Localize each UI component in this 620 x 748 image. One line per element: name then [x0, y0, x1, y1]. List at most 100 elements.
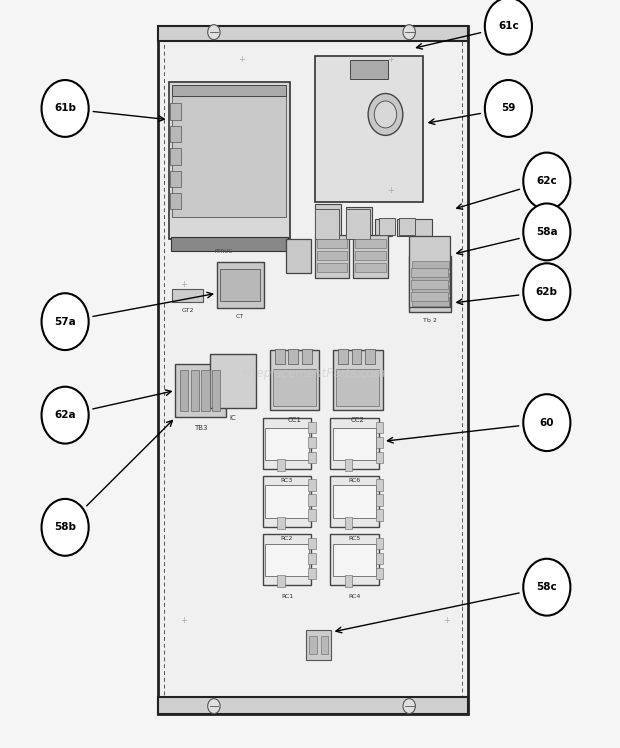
- Bar: [411, 280, 448, 289]
- Bar: [277, 517, 285, 529]
- Circle shape: [403, 25, 415, 40]
- Bar: [170, 171, 181, 187]
- Bar: [376, 479, 383, 491]
- Bar: [308, 553, 316, 564]
- Circle shape: [374, 101, 397, 128]
- Bar: [330, 418, 379, 469]
- Bar: [315, 56, 423, 202]
- Bar: [375, 219, 392, 236]
- Bar: [164, 34, 462, 707]
- Bar: [317, 251, 347, 260]
- Text: RC6: RC6: [348, 478, 361, 483]
- Bar: [273, 369, 316, 406]
- Bar: [170, 148, 181, 165]
- Bar: [346, 209, 370, 239]
- Text: 57a: 57a: [54, 316, 76, 327]
- Text: +: +: [387, 186, 394, 195]
- Bar: [170, 126, 181, 142]
- Bar: [345, 459, 352, 471]
- Bar: [336, 369, 379, 406]
- Bar: [412, 261, 449, 270]
- Bar: [309, 636, 317, 654]
- Text: RC3: RC3: [281, 478, 293, 483]
- Bar: [376, 422, 383, 433]
- Text: 62b: 62b: [536, 286, 558, 297]
- Bar: [350, 60, 388, 79]
- Text: eReplacementParts.com: eReplacementParts.com: [241, 367, 385, 381]
- Bar: [306, 630, 331, 660]
- Circle shape: [523, 559, 570, 616]
- Bar: [302, 349, 312, 364]
- Bar: [180, 370, 188, 411]
- Text: +: +: [387, 55, 394, 64]
- Bar: [277, 459, 285, 471]
- Bar: [308, 452, 316, 463]
- Text: RC1: RC1: [281, 594, 293, 599]
- Bar: [191, 370, 199, 411]
- Bar: [376, 437, 383, 448]
- Text: +: +: [180, 616, 187, 625]
- Text: RC4: RC4: [348, 594, 361, 599]
- Text: CT: CT: [236, 314, 244, 319]
- Circle shape: [485, 80, 532, 137]
- Text: +: +: [180, 280, 187, 289]
- Text: 62c: 62c: [536, 176, 557, 186]
- Bar: [277, 575, 285, 587]
- Bar: [412, 285, 449, 294]
- Bar: [315, 209, 339, 239]
- Circle shape: [42, 293, 89, 350]
- Bar: [376, 509, 383, 521]
- Circle shape: [523, 153, 570, 209]
- Bar: [321, 636, 328, 654]
- Bar: [317, 239, 347, 248]
- Text: 58b: 58b: [54, 522, 76, 533]
- Bar: [315, 235, 349, 278]
- Text: CC1: CC1: [288, 417, 301, 423]
- Bar: [346, 207, 372, 236]
- Circle shape: [523, 394, 570, 451]
- Bar: [411, 268, 448, 277]
- Bar: [365, 349, 375, 364]
- Bar: [220, 269, 260, 301]
- Bar: [338, 349, 348, 364]
- Text: 62a: 62a: [55, 410, 76, 420]
- Bar: [175, 364, 226, 417]
- Bar: [217, 262, 264, 308]
- Bar: [345, 575, 352, 587]
- Text: +: +: [180, 399, 187, 408]
- Text: 61c: 61c: [498, 21, 519, 31]
- Bar: [376, 568, 383, 579]
- Text: RC2: RC2: [281, 536, 293, 541]
- Text: lC: lC: [229, 415, 236, 421]
- Bar: [308, 494, 316, 506]
- Bar: [158, 697, 468, 714]
- Text: GT2: GT2: [182, 308, 194, 313]
- Bar: [409, 256, 451, 312]
- Bar: [376, 494, 383, 506]
- Text: 61b: 61b: [54, 103, 76, 114]
- Text: 58a: 58a: [536, 227, 557, 237]
- Bar: [158, 26, 468, 714]
- Bar: [379, 218, 395, 235]
- Bar: [397, 219, 414, 236]
- Bar: [263, 476, 311, 527]
- Bar: [333, 485, 376, 518]
- Bar: [172, 85, 286, 96]
- Bar: [317, 263, 347, 272]
- Bar: [411, 292, 448, 301]
- Circle shape: [208, 699, 220, 714]
- Text: 58c: 58c: [536, 582, 557, 592]
- Bar: [355, 239, 386, 248]
- Bar: [412, 297, 449, 306]
- Bar: [308, 479, 316, 491]
- Bar: [158, 26, 468, 41]
- Circle shape: [523, 203, 570, 260]
- Bar: [170, 237, 288, 251]
- Text: 60: 60: [539, 417, 554, 428]
- Circle shape: [485, 0, 532, 55]
- Bar: [399, 218, 415, 235]
- Circle shape: [208, 25, 220, 40]
- Bar: [270, 350, 319, 410]
- Circle shape: [42, 387, 89, 444]
- Bar: [263, 418, 311, 469]
